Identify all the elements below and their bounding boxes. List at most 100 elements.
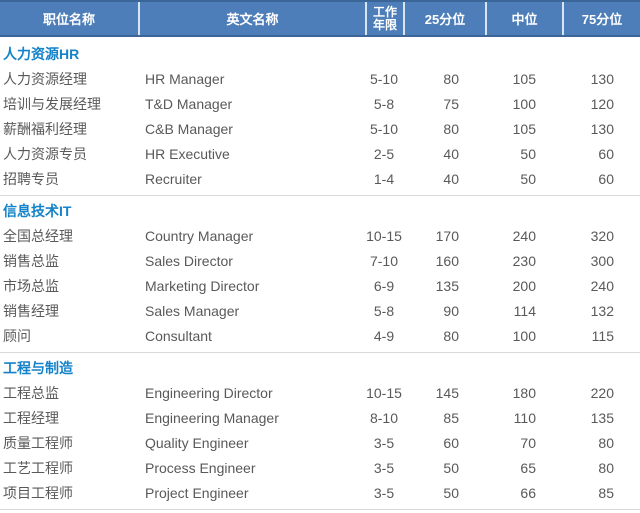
p75-cell: 220 (590, 384, 614, 401)
p25-cell: 145 (435, 384, 459, 401)
p75-cell: 240 (590, 277, 614, 294)
position-cell: 市场总监 (3, 277, 59, 294)
years-cell: 10-15 (366, 384, 402, 401)
p75-cell: 60 (598, 170, 614, 187)
p25-cell: 40 (443, 145, 459, 162)
table-row: 工艺工程师 Process Engineer 3-5 50 65 80 (0, 455, 640, 480)
p25-cell: 90 (443, 302, 459, 319)
years-cell: 8-10 (369, 409, 399, 426)
years-cell: 1-4 (373, 170, 395, 187)
p25-cell: 40 (443, 170, 459, 187)
median-cell: 50 (520, 170, 536, 187)
p75-cell: 120 (590, 95, 614, 112)
table-row: 薪酬福利经理 C&B Manager 5-10 80 105 130 (0, 116, 640, 141)
years-cell: 5-8 (373, 302, 395, 319)
p25-cell: 60 (443, 434, 459, 451)
p25-cell: 160 (435, 252, 459, 269)
years-cell: 7-10 (369, 252, 399, 269)
table-row: 人力资源专员 HR Executive 2-5 40 50 60 (0, 141, 640, 166)
position-cell: 销售经理 (3, 302, 59, 319)
table-row: 全国总经理 Country Manager 10-15 170 240 320 (0, 223, 640, 248)
column-header-median: 中位 (485, 2, 562, 35)
median-cell: 100 (512, 95, 536, 112)
p25-cell: 80 (443, 327, 459, 344)
p25-cell: 85 (443, 409, 459, 426)
position-cell: 人力资源专员 (3, 145, 87, 162)
p75-cell: 130 (590, 120, 614, 137)
column-header-position: 职位名称 (42, 12, 95, 27)
p25-cell: 50 (443, 484, 459, 501)
section-title: 人力资源HR (3, 46, 80, 62)
english-name-cell: Process Engineer (145, 459, 256, 476)
section-divider (0, 195, 640, 196)
p25-cell: 170 (435, 227, 459, 244)
median-cell: 105 (512, 120, 536, 137)
position-cell: 质量工程师 (3, 434, 73, 451)
years-cell: 6-9 (373, 277, 395, 294)
p75-cell: 80 (598, 434, 614, 451)
table-row: 质量工程师 Quality Engineer 3-5 60 70 80 (0, 430, 640, 455)
median-cell: 230 (512, 252, 536, 269)
years-cell: 3-5 (373, 434, 395, 451)
english-name-cell: Marketing Director (145, 277, 260, 294)
position-cell: 工艺工程师 (3, 459, 73, 476)
median-cell: 240 (512, 227, 536, 244)
table-row: 销售总监 Sales Director 7-10 160 230 300 (0, 248, 640, 273)
position-cell: 人力资源经理 (3, 70, 87, 87)
median-cell: 70 (520, 434, 536, 451)
table-row: 销售经理 Sales Manager 5-8 90 114 132 (0, 298, 640, 323)
median-cell: 200 (512, 277, 536, 294)
table-row: 培训与发展经理 T&D Manager 5-8 75 100 120 (0, 91, 640, 116)
p75-cell: 135 (590, 409, 614, 426)
table-header-row: 职位名称 英文名称 工作年限 25分位 中位 75分位 (0, 0, 640, 37)
english-name-cell: Sales Director (145, 252, 233, 269)
p25-cell: 50 (443, 459, 459, 476)
table-row: 顾问 Consultant 4-9 80 100 115 (0, 323, 640, 348)
section-title: 工程与制造 (3, 360, 73, 376)
table-row: 工程总监 Engineering Director 10-15 145 180 220 (0, 380, 640, 405)
table-row: 工程经理 Engineering Manager 8-10 85 110 135 (0, 405, 640, 430)
years-cell: 5-8 (373, 95, 395, 112)
table-body: 人力资源HR 人力资源经理 HR Manager 5-10 80 105 130 培训与发展经… (0, 42, 640, 510)
position-cell: 工程经理 (3, 409, 59, 426)
years-cell: 5-10 (369, 120, 399, 137)
english-name-cell: HR Executive (145, 145, 230, 162)
p75-cell: 130 (590, 70, 614, 87)
section-divider (0, 509, 640, 510)
position-cell: 项目工程师 (3, 484, 73, 501)
column-header-p25: 25分位 (403, 2, 485, 35)
median-cell: 65 (520, 459, 536, 476)
p75-cell: 132 (590, 302, 614, 319)
english-name-cell: Country Manager (145, 227, 254, 244)
english-name-cell: Project Engineer (145, 484, 249, 501)
years-cell: 4-9 (373, 327, 395, 344)
median-cell: 105 (512, 70, 536, 87)
p75-cell: 115 (591, 327, 614, 344)
position-cell: 工程总监 (3, 384, 59, 401)
p75-cell: 80 (598, 459, 614, 476)
english-name-cell: Quality Engineer (145, 434, 249, 451)
years-cell: 3-5 (373, 459, 395, 476)
table-row: 人力资源经理 HR Manager 5-10 80 105 130 (0, 66, 640, 91)
p75-cell: 60 (598, 145, 614, 162)
p75-cell: 85 (598, 484, 614, 501)
position-cell: 销售总监 (3, 252, 59, 269)
median-cell: 114 (513, 302, 536, 319)
english-name-cell: Consultant (145, 327, 212, 344)
median-cell: 110 (513, 409, 536, 426)
section-title: 信息技术IT (3, 203, 72, 219)
position-cell: 培训与发展经理 (3, 95, 101, 112)
english-name-cell: HR Manager (145, 70, 225, 87)
years-cell: 10-15 (366, 227, 402, 244)
p75-cell: 300 (590, 252, 614, 269)
median-cell: 66 (520, 484, 536, 501)
years-cell: 2-5 (373, 145, 395, 162)
position-cell: 顾问 (3, 327, 31, 344)
p25-cell: 80 (443, 70, 459, 87)
median-cell: 100 (512, 327, 536, 344)
english-name-cell: C&B Manager (145, 120, 233, 137)
p25-cell: 75 (443, 95, 459, 112)
english-name-cell: Sales Manager (145, 302, 240, 319)
position-cell: 全国总经理 (3, 227, 73, 244)
